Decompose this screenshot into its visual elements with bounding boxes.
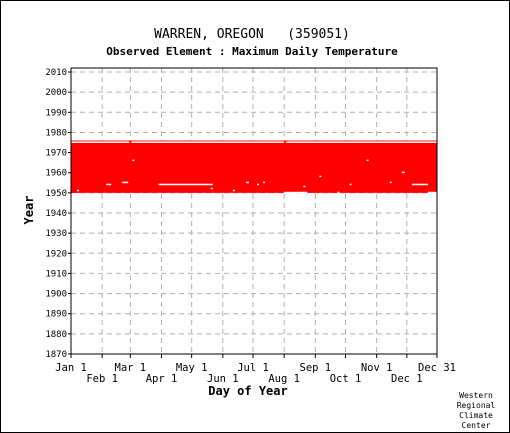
x-axis-ticks: Jan 1 Mar 1 May 1 Jul 1 Sep 1 Nov 1 Dec 31 Feb … — [55, 354, 456, 385]
missing-data-gap — [158, 183, 213, 186]
x-tick-label: Aug 1 — [268, 373, 300, 385]
y-tick-label: 2010 — [45, 68, 67, 78]
x-tick-label: Feb 1 — [86, 373, 118, 385]
x-tick-label: Jan 1 — [55, 362, 87, 374]
missing-data-gap — [132, 159, 135, 162]
missing-data-gap — [257, 183, 260, 186]
y-tick-label: 1900 — [45, 290, 67, 300]
missing-data-gap — [106, 183, 112, 186]
y-tick-label: 1890 — [45, 310, 67, 320]
missing-data-gap — [284, 191, 308, 194]
y-tick-label: 1980 — [45, 128, 67, 138]
missing-data-gap — [427, 191, 437, 194]
x-tick-label: May 1 — [176, 362, 208, 374]
y-tick-label: 1950 — [45, 189, 67, 199]
credit-block: Western Regional Climate Center — [457, 391, 496, 430]
x-tick-label: Jun 1 — [207, 373, 239, 385]
missing-data-gap — [263, 181, 266, 184]
missing-data-gap — [210, 187, 213, 190]
x-tick-label: Dec 31 — [418, 362, 456, 374]
missing-data-gap — [71, 141, 130, 143]
missing-data-gap — [349, 183, 352, 186]
chart-subtitle: Observed Element : Maximum Daily Tempera… — [106, 45, 398, 58]
credit-line: Regional — [457, 401, 496, 410]
y-axis-label: Year — [22, 196, 36, 225]
grid — [71, 68, 437, 355]
x-tick-label: Oct 1 — [330, 373, 362, 385]
y-tick-label: 1930 — [45, 229, 67, 239]
missing-data-gap — [303, 185, 306, 188]
data-coverage — [71, 140, 437, 194]
x-tick-label: Nov 1 — [361, 362, 393, 374]
credit-line: Climate — [459, 411, 493, 420]
credit-line: Center — [462, 421, 491, 430]
y-axis-ticks: 1870 1880 1890 1900 1910 1920 1930 1940 1950 1960… — [45, 68, 71, 360]
missing-data-gap — [389, 181, 392, 184]
missing-data-gap — [122, 181, 129, 184]
missing-data-gap — [245, 181, 249, 184]
missing-data-gap — [319, 175, 322, 178]
x-axis-label: Day of Year — [208, 384, 287, 398]
plot-area — [70, 67, 438, 355]
y-tick-label: 1910 — [45, 269, 67, 279]
y-tick-label: 1970 — [45, 149, 67, 159]
y-tick-label: 2000 — [45, 88, 67, 98]
y-tick-label: 1940 — [45, 209, 67, 219]
missing-data-gap — [232, 189, 235, 192]
y-tick-label: 1990 — [45, 108, 67, 118]
x-tick-label: Apr 1 — [146, 373, 178, 385]
credit-line: Western — [459, 391, 493, 400]
x-tick-label: Sep 1 — [300, 362, 332, 374]
x-tick-label: Jul 1 — [237, 362, 269, 374]
x-tick-label: Mar 1 — [115, 362, 147, 374]
missing-data-gap — [286, 141, 437, 143]
y-tick-label: 1960 — [45, 169, 67, 179]
chart-title: WARREN, OREGON (359051) — [154, 27, 350, 42]
missing-data-gap — [411, 183, 428, 186]
missing-data-gap — [401, 171, 405, 174]
coverage-block — [71, 140, 437, 193]
y-tick-label: 1880 — [45, 330, 67, 340]
y-tick-label: 1920 — [45, 249, 67, 259]
missing-data-gap — [131, 141, 285, 143]
missing-data-gap — [77, 189, 80, 192]
missing-data-gap — [366, 159, 369, 162]
missing-data-gap — [337, 191, 340, 194]
y-tick-label: 1870 — [45, 350, 67, 360]
x-tick-label: Dec 1 — [391, 373, 423, 385]
